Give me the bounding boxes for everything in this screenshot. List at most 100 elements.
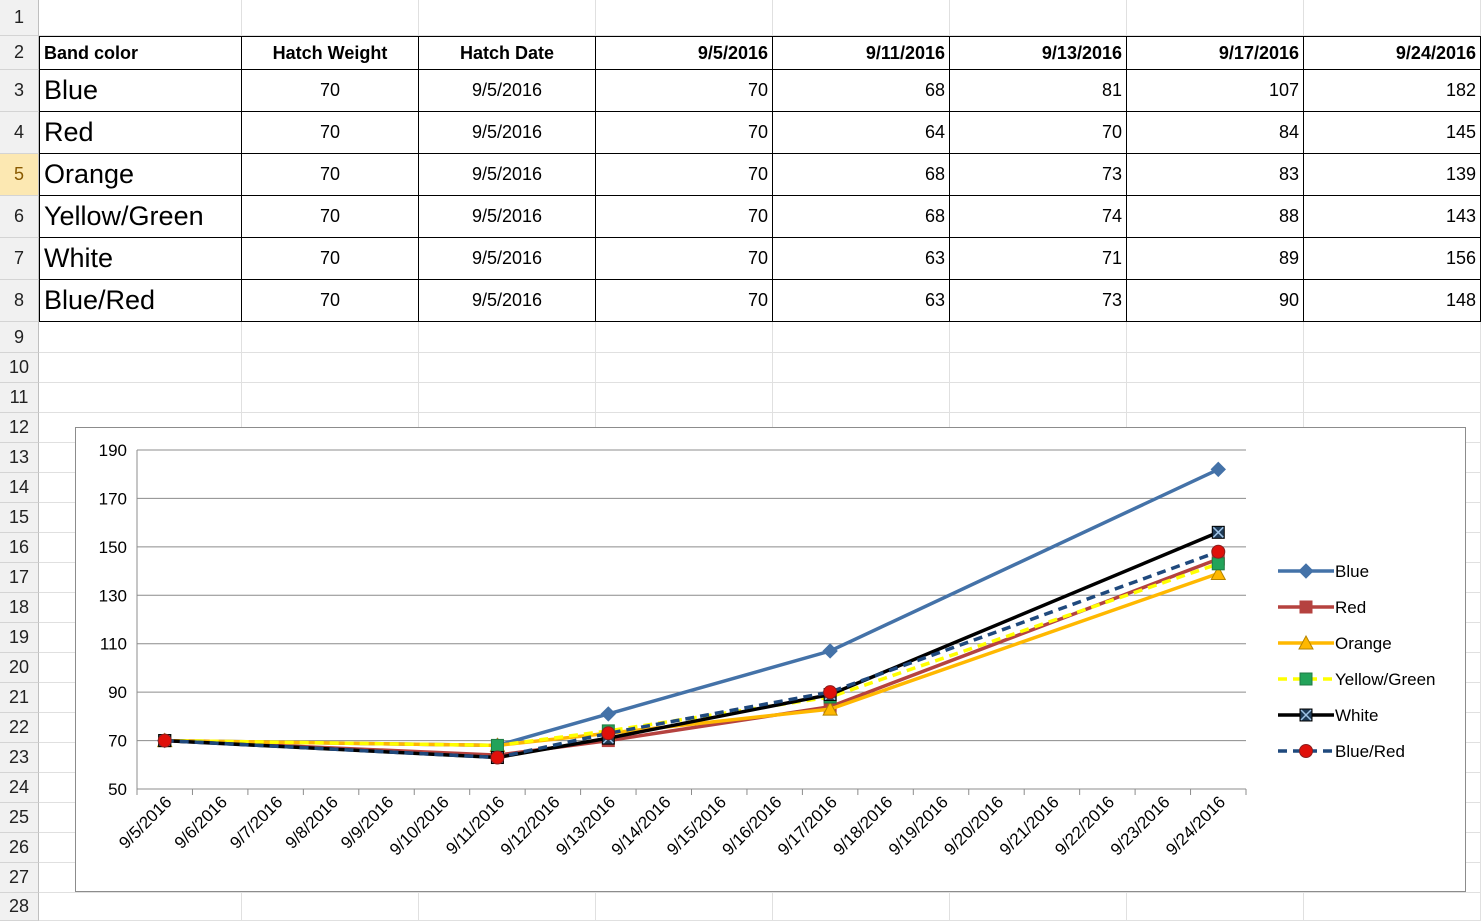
row-header[interactable]: 16 <box>0 533 39 563</box>
cell[interactable] <box>242 322 419 353</box>
weight-value-cell[interactable]: 88 <box>1127 196 1304 238</box>
row-header[interactable]: 10 <box>0 353 39 383</box>
weight-value-cell[interactable]: 70 <box>596 70 773 112</box>
cell[interactable] <box>773 0 950 36</box>
line-chart[interactable]: 50 70 90 110 130 150 170 190 9/5/2016 9/6/2016 9/7… <box>75 427 1466 892</box>
weight-value-cell[interactable]: 182 <box>1304 70 1481 112</box>
cell[interactable] <box>1127 353 1304 383</box>
cell[interactable] <box>596 383 773 413</box>
band-color-cell[interactable]: White <box>39 238 242 280</box>
weight-value-cell[interactable]: 139 <box>1304 154 1481 196</box>
row-header[interactable]: 11 <box>0 383 39 413</box>
cell[interactable] <box>950 353 1127 383</box>
row-header[interactable]: 1 <box>0 0 39 36</box>
hatch-weight-cell[interactable]: 70 <box>242 280 419 322</box>
weight-value-cell[interactable]: 68 <box>773 70 950 112</box>
row-header[interactable]: 5 <box>0 154 39 196</box>
cell[interactable] <box>1304 322 1481 353</box>
cell[interactable] <box>1304 383 1481 413</box>
cell[interactable] <box>1304 0 1481 36</box>
cell[interactable] <box>39 383 242 413</box>
cell[interactable] <box>773 322 950 353</box>
column-header[interactable]: Hatch Date <box>419 36 596 70</box>
weight-value-cell[interactable]: 83 <box>1127 154 1304 196</box>
row-header[interactable]: 12 <box>0 413 39 443</box>
cell[interactable] <box>950 322 1127 353</box>
row-header[interactable]: 17 <box>0 563 39 593</box>
row-header[interactable]: 23 <box>0 743 39 773</box>
cell[interactable] <box>39 0 242 36</box>
cell[interactable] <box>242 353 419 383</box>
row-header[interactable]: 26 <box>0 833 39 863</box>
cell[interactable] <box>39 353 242 383</box>
cell[interactable] <box>596 0 773 36</box>
row-header[interactable]: 21 <box>0 683 39 713</box>
weight-value-cell[interactable]: 63 <box>773 280 950 322</box>
band-color-cell[interactable]: Blue <box>39 70 242 112</box>
weight-value-cell[interactable]: 70 <box>596 196 773 238</box>
weight-value-cell[interactable]: 156 <box>1304 238 1481 280</box>
weight-value-cell[interactable]: 74 <box>950 196 1127 238</box>
weight-value-cell[interactable]: 107 <box>1127 70 1304 112</box>
row-header[interactable]: 14 <box>0 473 39 503</box>
cell[interactable] <box>39 322 242 353</box>
cell[interactable] <box>242 893 419 921</box>
weight-value-cell[interactable]: 63 <box>773 238 950 280</box>
hatch-weight-cell[interactable]: 70 <box>242 154 419 196</box>
row-header[interactable]: 19 <box>0 623 39 653</box>
row-header[interactable]: 3 <box>0 70 39 112</box>
cell[interactable] <box>419 893 596 921</box>
row-header[interactable]: 2 <box>0 36 39 70</box>
column-header[interactable]: 9/11/2016 <box>773 36 950 70</box>
cell[interactable] <box>1127 0 1304 36</box>
cell[interactable] <box>773 383 950 413</box>
band-color-cell[interactable]: Yellow/Green <box>39 196 242 238</box>
band-color-cell[interactable]: Blue/Red <box>39 280 242 322</box>
column-header[interactable]: 9/13/2016 <box>950 36 1127 70</box>
column-header[interactable]: 9/5/2016 <box>596 36 773 70</box>
row-header[interactable]: 4 <box>0 112 39 154</box>
cell[interactable] <box>773 893 950 921</box>
cell[interactable] <box>950 0 1127 36</box>
hatch-date-cell[interactable]: 9/5/2016 <box>419 196 596 238</box>
weight-value-cell[interactable]: 70 <box>596 154 773 196</box>
weight-value-cell[interactable]: 148 <box>1304 280 1481 322</box>
cell[interactable] <box>419 322 596 353</box>
column-header[interactable]: Band color <box>39 36 242 70</box>
row-header[interactable]: 24 <box>0 773 39 803</box>
hatch-date-cell[interactable]: 9/5/2016 <box>419 154 596 196</box>
hatch-date-cell[interactable]: 9/5/2016 <box>419 280 596 322</box>
row-header[interactable]: 15 <box>0 503 39 533</box>
row-header[interactable]: 8 <box>0 280 39 322</box>
row-header[interactable]: 13 <box>0 443 39 473</box>
cell[interactable] <box>950 383 1127 413</box>
weight-value-cell[interactable]: 68 <box>773 196 950 238</box>
cell[interactable] <box>39 893 242 921</box>
cell[interactable] <box>596 893 773 921</box>
column-header[interactable]: Hatch Weight <box>242 36 419 70</box>
weight-value-cell[interactable]: 73 <box>950 154 1127 196</box>
cell[interactable] <box>1304 353 1481 383</box>
band-color-cell[interactable]: Orange <box>39 154 242 196</box>
weight-value-cell[interactable]: 70 <box>596 280 773 322</box>
hatch-date-cell[interactable]: 9/5/2016 <box>419 70 596 112</box>
hatch-weight-cell[interactable]: 70 <box>242 70 419 112</box>
weight-value-cell[interactable]: 89 <box>1127 238 1304 280</box>
hatch-date-cell[interactable]: 9/5/2016 <box>419 238 596 280</box>
weight-value-cell[interactable]: 81 <box>950 70 1127 112</box>
cell[interactable] <box>419 0 596 36</box>
cell[interactable] <box>1127 893 1304 921</box>
weight-value-cell[interactable]: 73 <box>950 280 1127 322</box>
row-header[interactable]: 20 <box>0 653 39 683</box>
row-header[interactable]: 18 <box>0 593 39 623</box>
column-header[interactable]: 9/24/2016 <box>1304 36 1481 70</box>
weight-value-cell[interactable]: 70 <box>596 238 773 280</box>
cell[interactable] <box>419 383 596 413</box>
cell[interactable] <box>1304 863 1481 893</box>
weight-value-cell[interactable]: 143 <box>1304 196 1481 238</box>
cell[interactable] <box>242 0 419 36</box>
weight-value-cell[interactable]: 71 <box>950 238 1127 280</box>
row-header[interactable]: 7 <box>0 238 39 280</box>
hatch-weight-cell[interactable]: 70 <box>242 238 419 280</box>
hatch-weight-cell[interactable]: 70 <box>242 112 419 154</box>
